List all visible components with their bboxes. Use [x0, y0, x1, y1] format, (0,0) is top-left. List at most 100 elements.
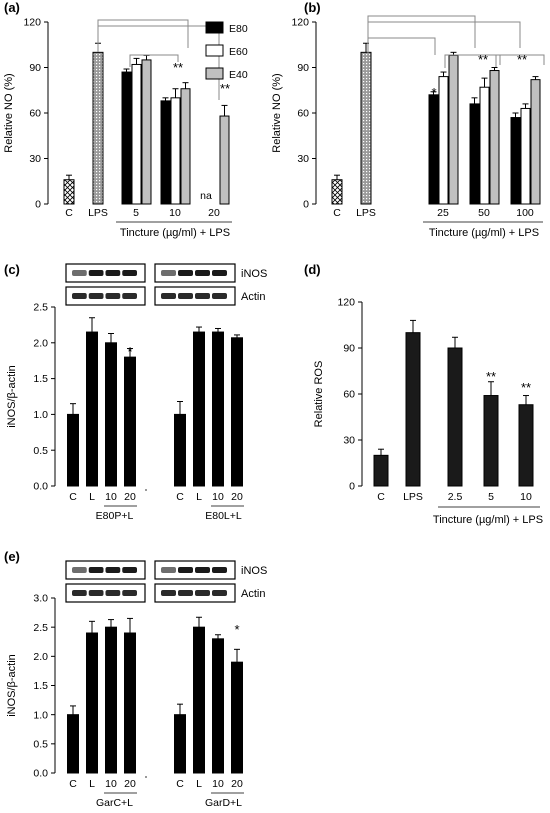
blot-band — [161, 293, 176, 299]
significance-marker: * — [234, 622, 239, 637]
blot-band — [105, 293, 121, 299]
x-category-label: L — [196, 491, 202, 503]
y-tick-label: 2.0 — [33, 337, 48, 349]
bar-e80 — [121, 71, 132, 205]
bar-garc-l — [67, 714, 79, 774]
blot-label-actin: Actin — [241, 291, 265, 303]
group-label: E80P+L — [96, 510, 134, 522]
blot-band — [195, 270, 210, 276]
blot-band — [161, 590, 176, 596]
ros-bar — [483, 395, 499, 487]
y-axis-title: Relative NO (%) — [271, 73, 283, 152]
bar-e40 — [180, 88, 191, 205]
y-tick-label: 1.0 — [33, 709, 48, 721]
significance-marker: * — [431, 85, 436, 100]
x-category-label: 5 — [488, 491, 494, 503]
significance-marker: ** — [517, 52, 527, 67]
x-category-label: 20 — [124, 778, 136, 790]
lps-bar — [360, 51, 372, 205]
y-tick-label: 60 — [297, 108, 309, 120]
bar-e80 — [510, 117, 521, 205]
legend-label: E40 — [229, 69, 248, 81]
panel-d-chart: 0 30 60 90 120 C LPS 2.5 5 10 Tincture (µg/ml) + L… — [337, 297, 543, 526]
y-tick-label: 0 — [35, 199, 41, 211]
y-tick-label: 0.0 — [33, 481, 48, 493]
bar-e80 — [160, 100, 171, 205]
ros-bar — [518, 404, 534, 487]
blot-band — [88, 567, 104, 573]
bar-e80l-l — [231, 337, 243, 487]
ros-bar — [405, 332, 421, 487]
blot-band — [105, 590, 121, 596]
bar-gard-l — [174, 714, 186, 774]
blot-band — [212, 293, 227, 299]
blot-band — [105, 567, 121, 573]
bar-e40 — [448, 54, 459, 205]
blot-band — [105, 270, 121, 276]
y-axis-title: Relative NO (%) — [3, 73, 15, 152]
blot-band — [72, 293, 87, 299]
comparison-bracket — [444, 54, 501, 68]
x-axis-title: Tincture (µg/ml) + LPS — [429, 227, 539, 239]
blot-band — [178, 270, 193, 276]
panel-label: (d) — [304, 262, 321, 277]
x-category-label: C — [69, 491, 77, 503]
bar-e40 — [489, 70, 500, 205]
y-axis-title: Relative ROS — [313, 361, 325, 428]
bar-e80 — [469, 103, 480, 205]
bar-gard-l — [231, 661, 243, 774]
x-category-label: LPS — [356, 207, 376, 219]
y-tick-label: 2.5 — [33, 302, 48, 314]
blot-band — [161, 567, 176, 573]
x-axis-title: Tincture (µg/ml) + LPS — [120, 227, 230, 239]
panel-b-chart: 0 30 60 90 120 C LPS 25 50 100 Tincture (µg/ml) + … — [291, 15, 545, 239]
bar-e60 — [438, 76, 449, 205]
panel-label: (b) — [304, 0, 321, 15]
group-label: GarD+L — [205, 797, 242, 809]
x-category-label: L — [89, 491, 95, 503]
y-tick-label: 3.0 — [33, 593, 48, 605]
bar-garc-l — [86, 632, 98, 774]
significance-marker: ** — [521, 380, 531, 395]
x-category-label: C — [333, 207, 341, 219]
bar-e80 — [428, 94, 439, 205]
comparison-bracket — [367, 15, 476, 48]
blot-band — [72, 590, 87, 596]
x-category-label: 20 — [231, 778, 243, 790]
x-category-label: L — [196, 778, 202, 790]
x-category-label: 25 — [437, 207, 449, 219]
legend-label: E60 — [229, 46, 248, 58]
y-tick-label: 90 — [343, 343, 355, 355]
comparison-bracket — [97, 25, 220, 100]
blot-band — [122, 270, 137, 276]
y-tick-label: 0.5 — [33, 445, 48, 457]
significance-marker: ** — [478, 52, 488, 67]
significance-marker: ** — [220, 81, 230, 96]
x-category-label: 20 — [208, 207, 220, 219]
y-tick-label: 120 — [23, 17, 41, 29]
blot-band — [88, 293, 104, 299]
blot-band — [161, 270, 176, 276]
control-bar — [63, 179, 75, 205]
y-tick-label: 1.0 — [33, 409, 48, 421]
y-tick-label: 1.5 — [33, 680, 48, 692]
significance-marker: na — [200, 190, 212, 202]
blot-band — [212, 567, 227, 573]
bar-e40 — [141, 59, 152, 205]
significance-marker: * — [127, 344, 132, 359]
bar-e60 — [170, 97, 181, 205]
x-category-label: C — [176, 491, 184, 503]
panel-label: (e) — [4, 549, 20, 564]
x-category-label: LPS — [403, 491, 423, 503]
blot-band — [122, 293, 137, 299]
y-tick-label: 0.0 — [33, 768, 48, 780]
blot-band — [72, 270, 87, 276]
x-category-label: 10 — [520, 491, 532, 503]
bar-e80p-l — [86, 331, 98, 487]
y-tick-label: 60 — [343, 389, 355, 401]
x-category-label: 20 — [124, 491, 136, 503]
bar-e40 — [530, 79, 541, 205]
bar-e60 — [520, 107, 531, 205]
